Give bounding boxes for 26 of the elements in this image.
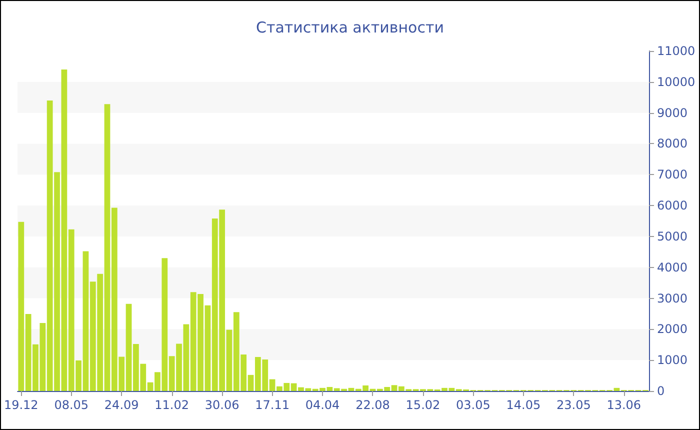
y-tick-label: 2000 (657, 322, 688, 336)
x-tick-label: 23.05 (556, 398, 591, 412)
x-tick-label: 24.09 (104, 398, 139, 412)
y-tick-label: 6000 (657, 198, 688, 213)
y-tick-label: 10000 (657, 74, 696, 89)
y-tick-label: 1000 (657, 353, 688, 368)
x-tick-label: 30.06 (204, 398, 240, 412)
x-tick-label: 14.05 (506, 398, 541, 412)
y-tick-label: 3000 (657, 291, 688, 306)
x-tick-label: 15.02 (406, 398, 440, 412)
y-tick-label: 0 (657, 384, 665, 398)
x-tick-label: 03.05 (456, 398, 490, 412)
y-tick-label: 7000 (657, 168, 688, 182)
chart-title: Статистика активности (256, 18, 444, 36)
x-tick-label: 13.06 (606, 398, 642, 412)
x-tick-label: 17.11 (255, 398, 290, 412)
y-tick-label: 8000 (657, 136, 688, 151)
y-tick-label: 4000 (657, 260, 688, 274)
x-tick-label: 11.02 (154, 398, 190, 412)
y-tick-label: 5000 (657, 229, 688, 244)
x-tick-label: 04.04 (305, 398, 340, 412)
y-tick-label: 11000 (657, 44, 696, 58)
x-tick-label: 08.05 (54, 398, 89, 412)
y-tick-label: 9000 (657, 106, 688, 120)
x-tick-label: 22.08 (356, 398, 390, 412)
x-tick-label: 19.12 (4, 398, 38, 412)
